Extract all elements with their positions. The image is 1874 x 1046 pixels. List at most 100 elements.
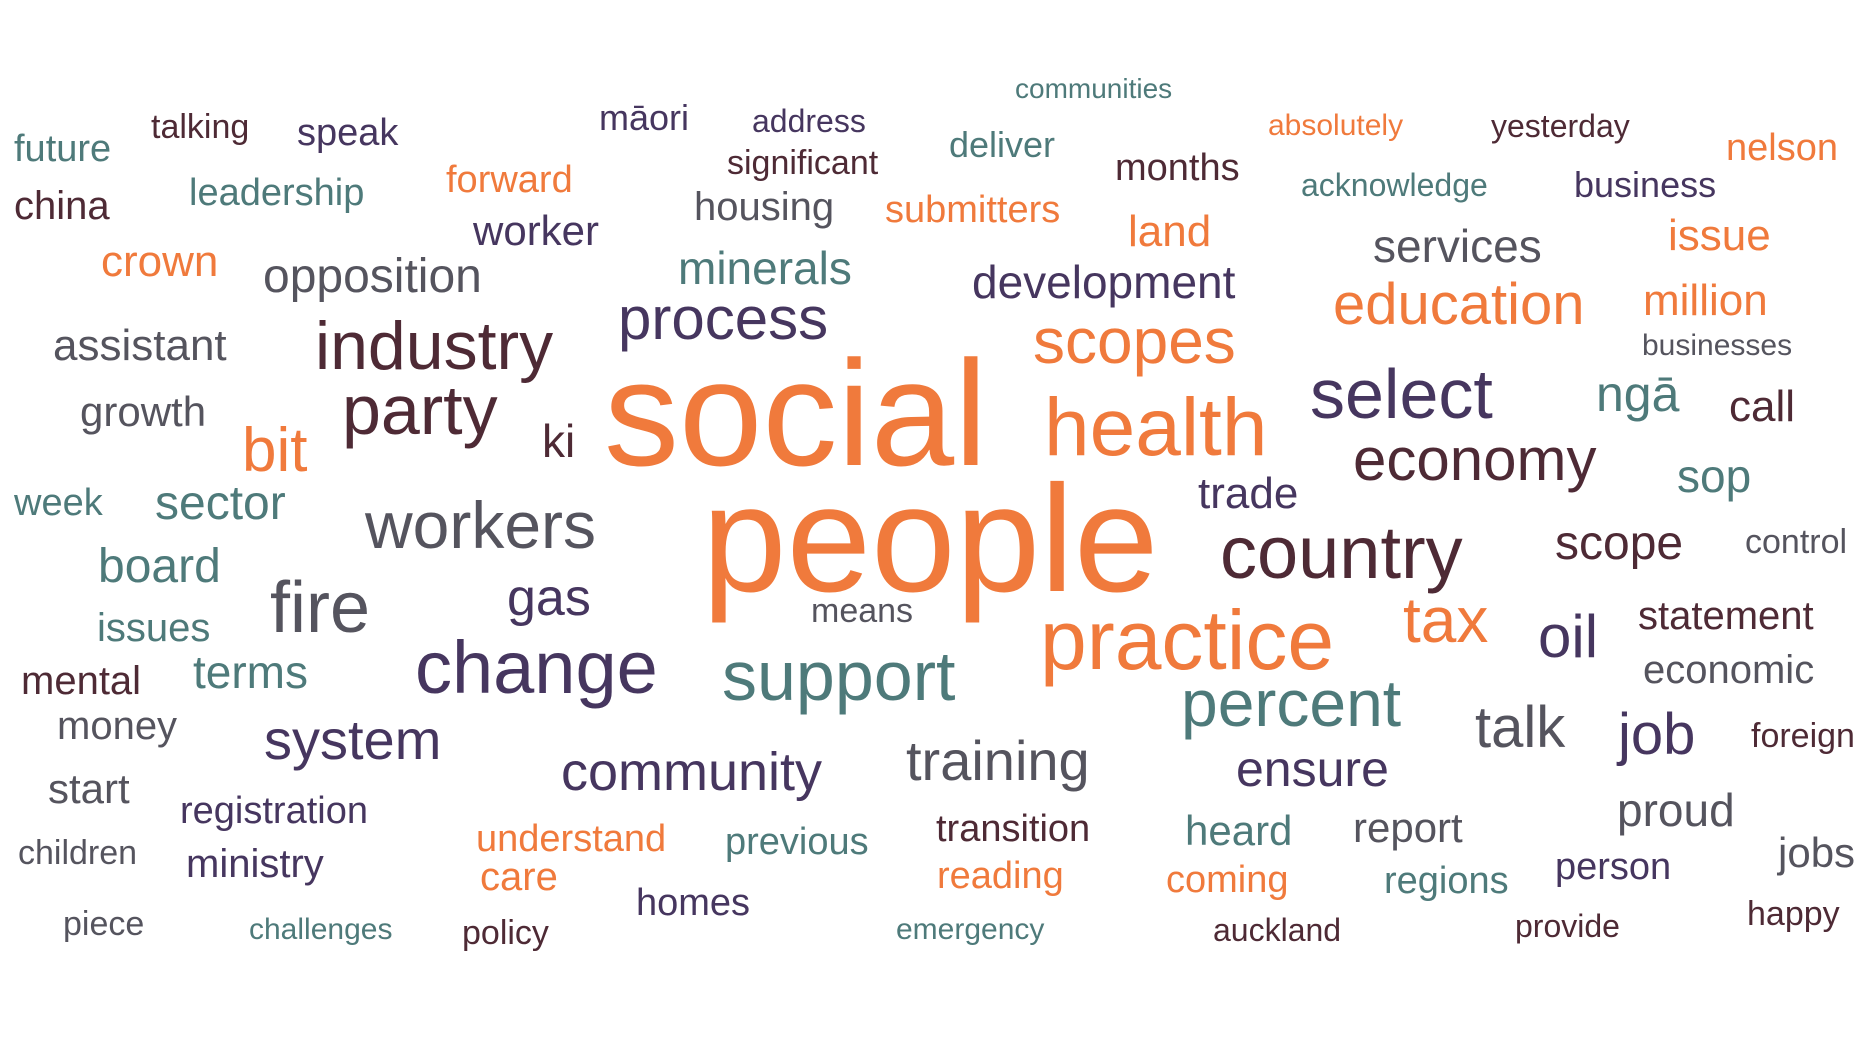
word: development [972, 256, 1236, 308]
word: china [14, 184, 110, 228]
word: bit [242, 416, 308, 485]
word: acknowledge [1301, 167, 1488, 203]
word: opposition [263, 250, 482, 303]
word: economic [1643, 648, 1815, 692]
word: deliver [949, 124, 1056, 165]
word: select [1310, 355, 1493, 433]
word: industry [315, 308, 554, 384]
word: social [604, 329, 988, 497]
word: growth [80, 388, 207, 435]
word: understand [476, 818, 667, 860]
word: workers [365, 488, 597, 562]
word: fire [270, 568, 371, 648]
word: training [906, 729, 1090, 792]
word: communities [1015, 73, 1173, 104]
word: emergency [896, 913, 1045, 946]
word: proud [1617, 784, 1735, 836]
word: piece [63, 905, 145, 943]
word: businesses [1642, 329, 1793, 362]
word: ngā [1596, 366, 1680, 422]
word: people [702, 454, 1159, 624]
word: homes [636, 882, 751, 924]
word: control [1745, 523, 1848, 561]
word: mental [21, 659, 142, 703]
word: previous [725, 821, 869, 863]
word: percent [1181, 666, 1402, 740]
word: process [618, 285, 829, 352]
word: yesterday [1491, 108, 1630, 144]
word: children [18, 834, 138, 872]
word: absolutely [1268, 109, 1404, 142]
word: gas [507, 569, 591, 627]
word: policy [462, 914, 549, 952]
word: person [1555, 846, 1672, 888]
word: crown [101, 237, 219, 286]
word: call [1729, 382, 1796, 431]
word: start [48, 765, 130, 812]
word: job [1618, 702, 1696, 767]
word: money [57, 704, 178, 748]
word: country [1220, 511, 1463, 594]
word: trade [1198, 469, 1299, 518]
word: leadership [189, 172, 365, 214]
word: sector [155, 477, 286, 530]
word: tax [1403, 584, 1489, 656]
word: scopes [1033, 305, 1236, 377]
word: party [342, 371, 498, 449]
word: support [722, 637, 956, 715]
word: issues [97, 606, 211, 650]
word: talk [1475, 695, 1566, 760]
word: foreign [1751, 717, 1855, 755]
word: million [1643, 276, 1768, 325]
word: nelson [1726, 127, 1838, 169]
word: system [264, 708, 442, 771]
word: business [1574, 164, 1717, 205]
word: forward [446, 159, 573, 201]
word: ki [542, 415, 576, 467]
word: registration [180, 790, 368, 832]
word: assistant [53, 321, 227, 370]
word: health [1044, 382, 1268, 473]
word: provide [1515, 908, 1620, 944]
word: challenges [249, 913, 393, 946]
word: practice [1040, 593, 1335, 687]
word: means [811, 592, 914, 630]
word: future [14, 128, 112, 170]
word: jobs [1778, 829, 1856, 876]
word: submitters [885, 189, 1061, 231]
word: minerals [678, 242, 852, 294]
word: services [1373, 220, 1542, 272]
word: happy [1747, 895, 1840, 933]
word: scope [1555, 517, 1684, 570]
word: change [415, 626, 658, 709]
word: sop [1677, 450, 1752, 502]
word: reading [937, 855, 1064, 897]
word: māori [599, 97, 690, 138]
word: coming [1166, 859, 1289, 901]
word: board [98, 540, 221, 593]
word: heard [1185, 807, 1293, 854]
word: regions [1384, 860, 1509, 902]
word: oil [1538, 603, 1599, 670]
word: economy [1353, 426, 1597, 493]
word: education [1333, 272, 1585, 337]
word: care [480, 855, 558, 899]
word: transition [936, 808, 1091, 850]
word: housing [694, 185, 835, 229]
word: report [1353, 804, 1463, 851]
word: worker [473, 207, 600, 254]
word: statement [1638, 594, 1814, 638]
word: ministry [186, 842, 324, 886]
word: auckland [1213, 912, 1342, 948]
word: land [1128, 207, 1212, 256]
word: week [14, 482, 103, 524]
word: significant [727, 144, 879, 182]
word: ensure [1236, 741, 1389, 797]
word: community [561, 742, 823, 802]
word: address [752, 103, 866, 139]
word: issue [1668, 211, 1771, 260]
word: speak [297, 112, 399, 154]
word: talking [151, 108, 250, 146]
word: terms [193, 646, 308, 698]
